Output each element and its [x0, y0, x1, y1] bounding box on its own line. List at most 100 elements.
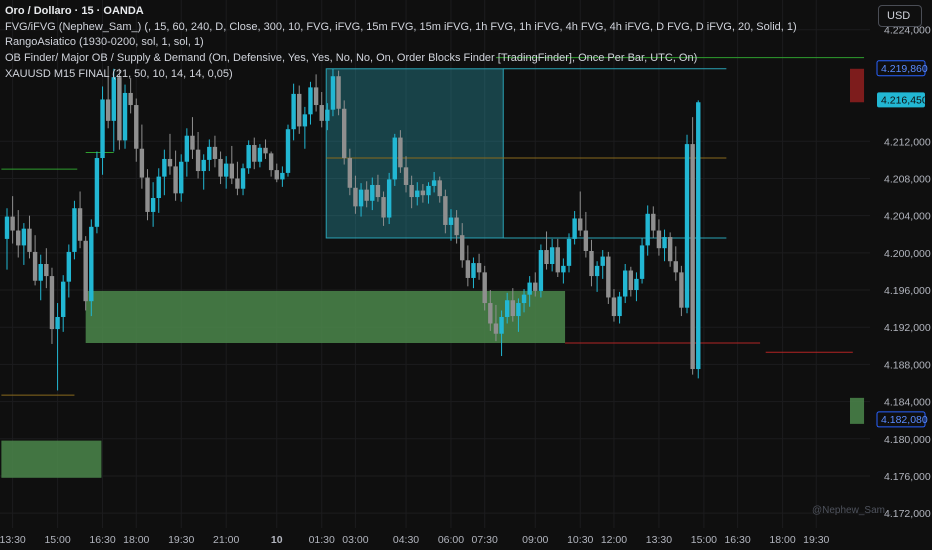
candle-body: [179, 161, 184, 194]
candle-body: [578, 218, 583, 231]
legend-xauusd-indicator[interactable]: XAUUSD M15 FINAL (21, 50, 10, 14, 14, 0,…: [5, 67, 233, 80]
candle-body: [381, 197, 386, 218]
y-tick-label: 4.204,000: [884, 211, 931, 223]
candle-body: [471, 263, 476, 278]
candle: [72, 200, 77, 260]
candle-body: [353, 187, 358, 207]
candle-body: [454, 217, 459, 236]
candle: [471, 257, 476, 289]
candle: [145, 169, 150, 221]
candle-body: [594, 265, 600, 277]
x-tick-label: 16:30: [89, 534, 115, 546]
legend-asian-range-indicator[interactable]: RangoAsiatico (1930-0200, sol, 1, sol, 1…: [5, 36, 204, 49]
candle-body: [358, 189, 364, 207]
candle-body: [398, 137, 403, 168]
candle-body: [628, 270, 634, 291]
candle-body: [667, 237, 673, 262]
candle: [375, 174, 381, 202]
candle: [392, 133, 397, 186]
price-labels: 4.219,860 4.216,450 4.182,080: [876, 60, 928, 428]
candle: [246, 140, 251, 174]
candle: [488, 290, 493, 331]
candle-body: [415, 190, 420, 198]
x-tick-label: 07:30: [472, 534, 498, 546]
red-bar-right: [850, 68, 865, 103]
candle: [38, 254, 43, 301]
candle: [201, 154, 206, 190]
candle: [398, 130, 403, 173]
price-label-text: 4.216,450: [881, 95, 928, 107]
price-label-text: 4.182,080: [881, 414, 928, 426]
candle-body: [448, 217, 454, 225]
candle: [223, 156, 229, 189]
candle-body: [488, 303, 493, 324]
x-tick-label: 19:30: [803, 534, 829, 546]
legend-ob-finder-indicator[interactable]: OB Finder/ Major OB / Supply & Demand (O…: [5, 52, 698, 65]
candle-body: [173, 166, 178, 194]
candle-body: [409, 184, 414, 198]
candle-body: [690, 144, 695, 370]
currency-button[interactable]: USD: [878, 5, 922, 27]
candle: [184, 128, 190, 177]
candle: [651, 206, 656, 238]
candle-body: [302, 114, 308, 127]
candle-body: [533, 282, 538, 291]
candle-body: [645, 213, 650, 246]
candle: [336, 70, 341, 116]
candle-body: [32, 251, 38, 281]
candle-body: [207, 146, 212, 160]
candle: [572, 211, 577, 245]
candle-body: [583, 230, 589, 251]
candle: [403, 156, 409, 193]
x-tick-label: 15:00: [44, 534, 70, 546]
legend-fvg-indicator[interactable]: FVG/iFVG (Nephew_Sam_) (, 15, 60, 240, D…: [5, 20, 797, 33]
candle-body: [634, 278, 639, 291]
indicator-legend: Oro / Dollaro · 15 · OANDA FVG/iFVG (Nep…: [5, 4, 797, 83]
x-tick-label: 19:30: [168, 534, 194, 546]
candle: [549, 238, 555, 272]
candle: [690, 117, 695, 375]
candle: [409, 175, 414, 209]
candle-body: [218, 158, 223, 177]
candle: [476, 253, 482, 280]
candle: [443, 189, 448, 234]
candle: [330, 68, 336, 117]
x-tick-label: 18:00: [769, 534, 795, 546]
candle: [448, 209, 454, 241]
candle-body: [190, 135, 195, 150]
candle: [679, 265, 684, 317]
x-tick-label: 13:30: [646, 534, 672, 546]
x-tick-label: 03:00: [342, 534, 368, 546]
candle: [297, 85, 302, 134]
candle: [268, 151, 274, 177]
candle: [235, 161, 240, 196]
candle-body: [538, 250, 544, 291]
candle-body: [111, 77, 116, 121]
candle-body: [465, 260, 471, 278]
candle-body: [611, 297, 617, 317]
candle: [431, 171, 437, 193]
price-axis-background: [870, 0, 932, 550]
candle-body: [16, 230, 21, 246]
candle: [117, 68, 122, 150]
x-tick-label: 10: [271, 534, 283, 546]
candle: [628, 266, 634, 297]
legend-title[interactable]: Oro / Dollaro · 15 · OANDA: [5, 5, 144, 17]
candle-body: [673, 261, 678, 273]
candle-body: [651, 213, 656, 231]
candle-body: [460, 235, 465, 261]
candle-body: [195, 149, 201, 172]
candle: [179, 154, 184, 202]
candle: [639, 237, 645, 284]
candle: [437, 176, 442, 203]
candle: [128, 78, 133, 114]
candle: [21, 223, 27, 265]
y-tick-label: 4.176,000: [884, 471, 931, 483]
candle: [150, 182, 156, 227]
candle-body: [263, 147, 268, 154]
candle: [566, 233, 572, 273]
candle-body: [493, 323, 499, 334]
candle-body: [426, 185, 431, 196]
candles: [4, 66, 701, 391]
